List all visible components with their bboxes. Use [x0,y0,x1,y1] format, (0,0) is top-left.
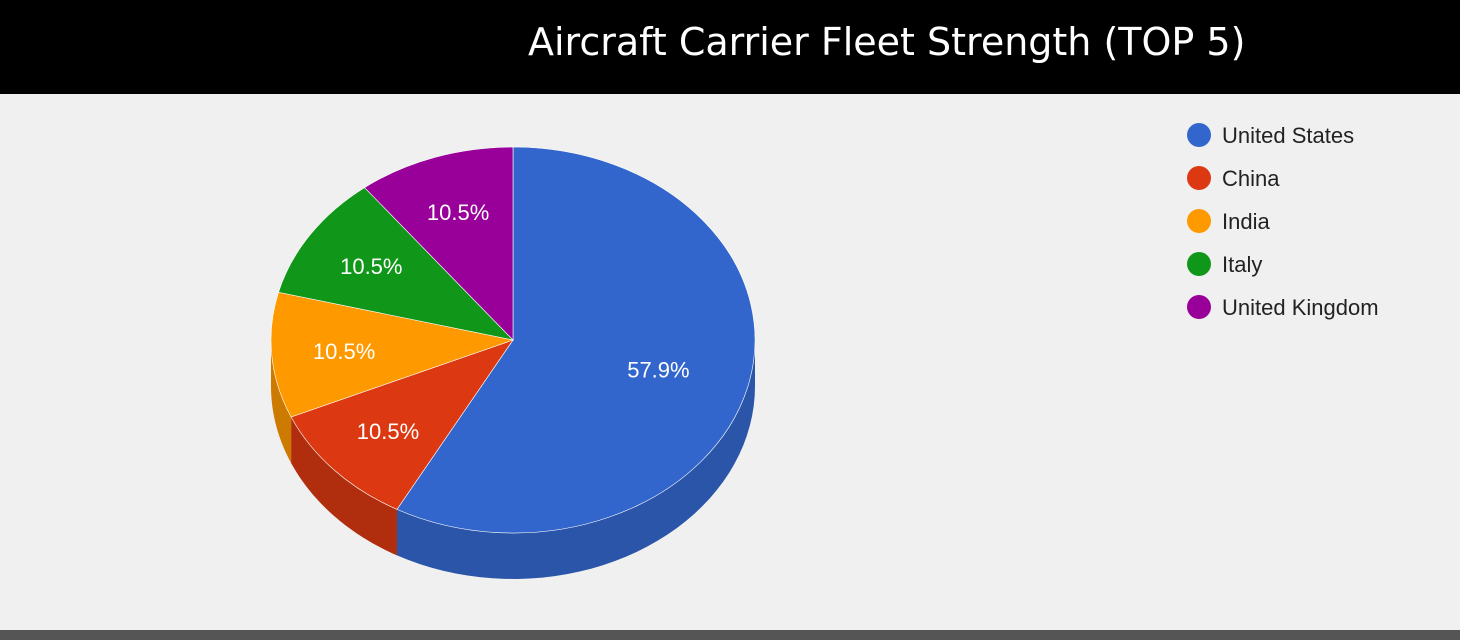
pie-side-india [271,340,292,463]
pie-label-china: 10.5% [357,419,419,444]
legend-label-united-kingdom: United Kingdom [1222,295,1379,320]
pie-label-united-kingdom: 10.5% [427,200,489,225]
legend-label-india: India [1222,209,1270,234]
pie-side-united-states [396,340,755,579]
pie-slice-united-states [396,146,756,534]
pie-label-united-states: 57.9% [627,358,689,383]
pie-side-walls [271,340,755,579]
legend-marker-united-kingdom [1187,295,1211,319]
legend-label-united-states: United States [1222,123,1354,148]
chart-header: Aircraft Carrier Fleet Strength (TOP 5) [0,0,1460,94]
legend-marker-china [1187,166,1211,190]
legend-marker-india [1187,209,1211,233]
pie-slice-india [270,291,515,418]
legend-label-italy: Italy [1222,252,1262,277]
pie-label-india: 10.5% [313,339,375,364]
bottom-border [0,630,1460,640]
pie-label-italy: 10.5% [340,254,402,279]
legend-marker-italy [1187,252,1211,276]
legend: United States China India Italy United Kingd… [1187,123,1379,320]
legend-label-china: China [1222,166,1280,191]
pie-slice-italy [278,187,514,341]
pie-side-china [291,417,397,556]
pie-slice-china [290,339,514,510]
chart-title: Aircraft Carrier Fleet Strength (TOP 5) [528,20,1246,64]
legend-marker-united-states [1187,123,1211,147]
pie-slice-united-kingdom [364,146,514,341]
